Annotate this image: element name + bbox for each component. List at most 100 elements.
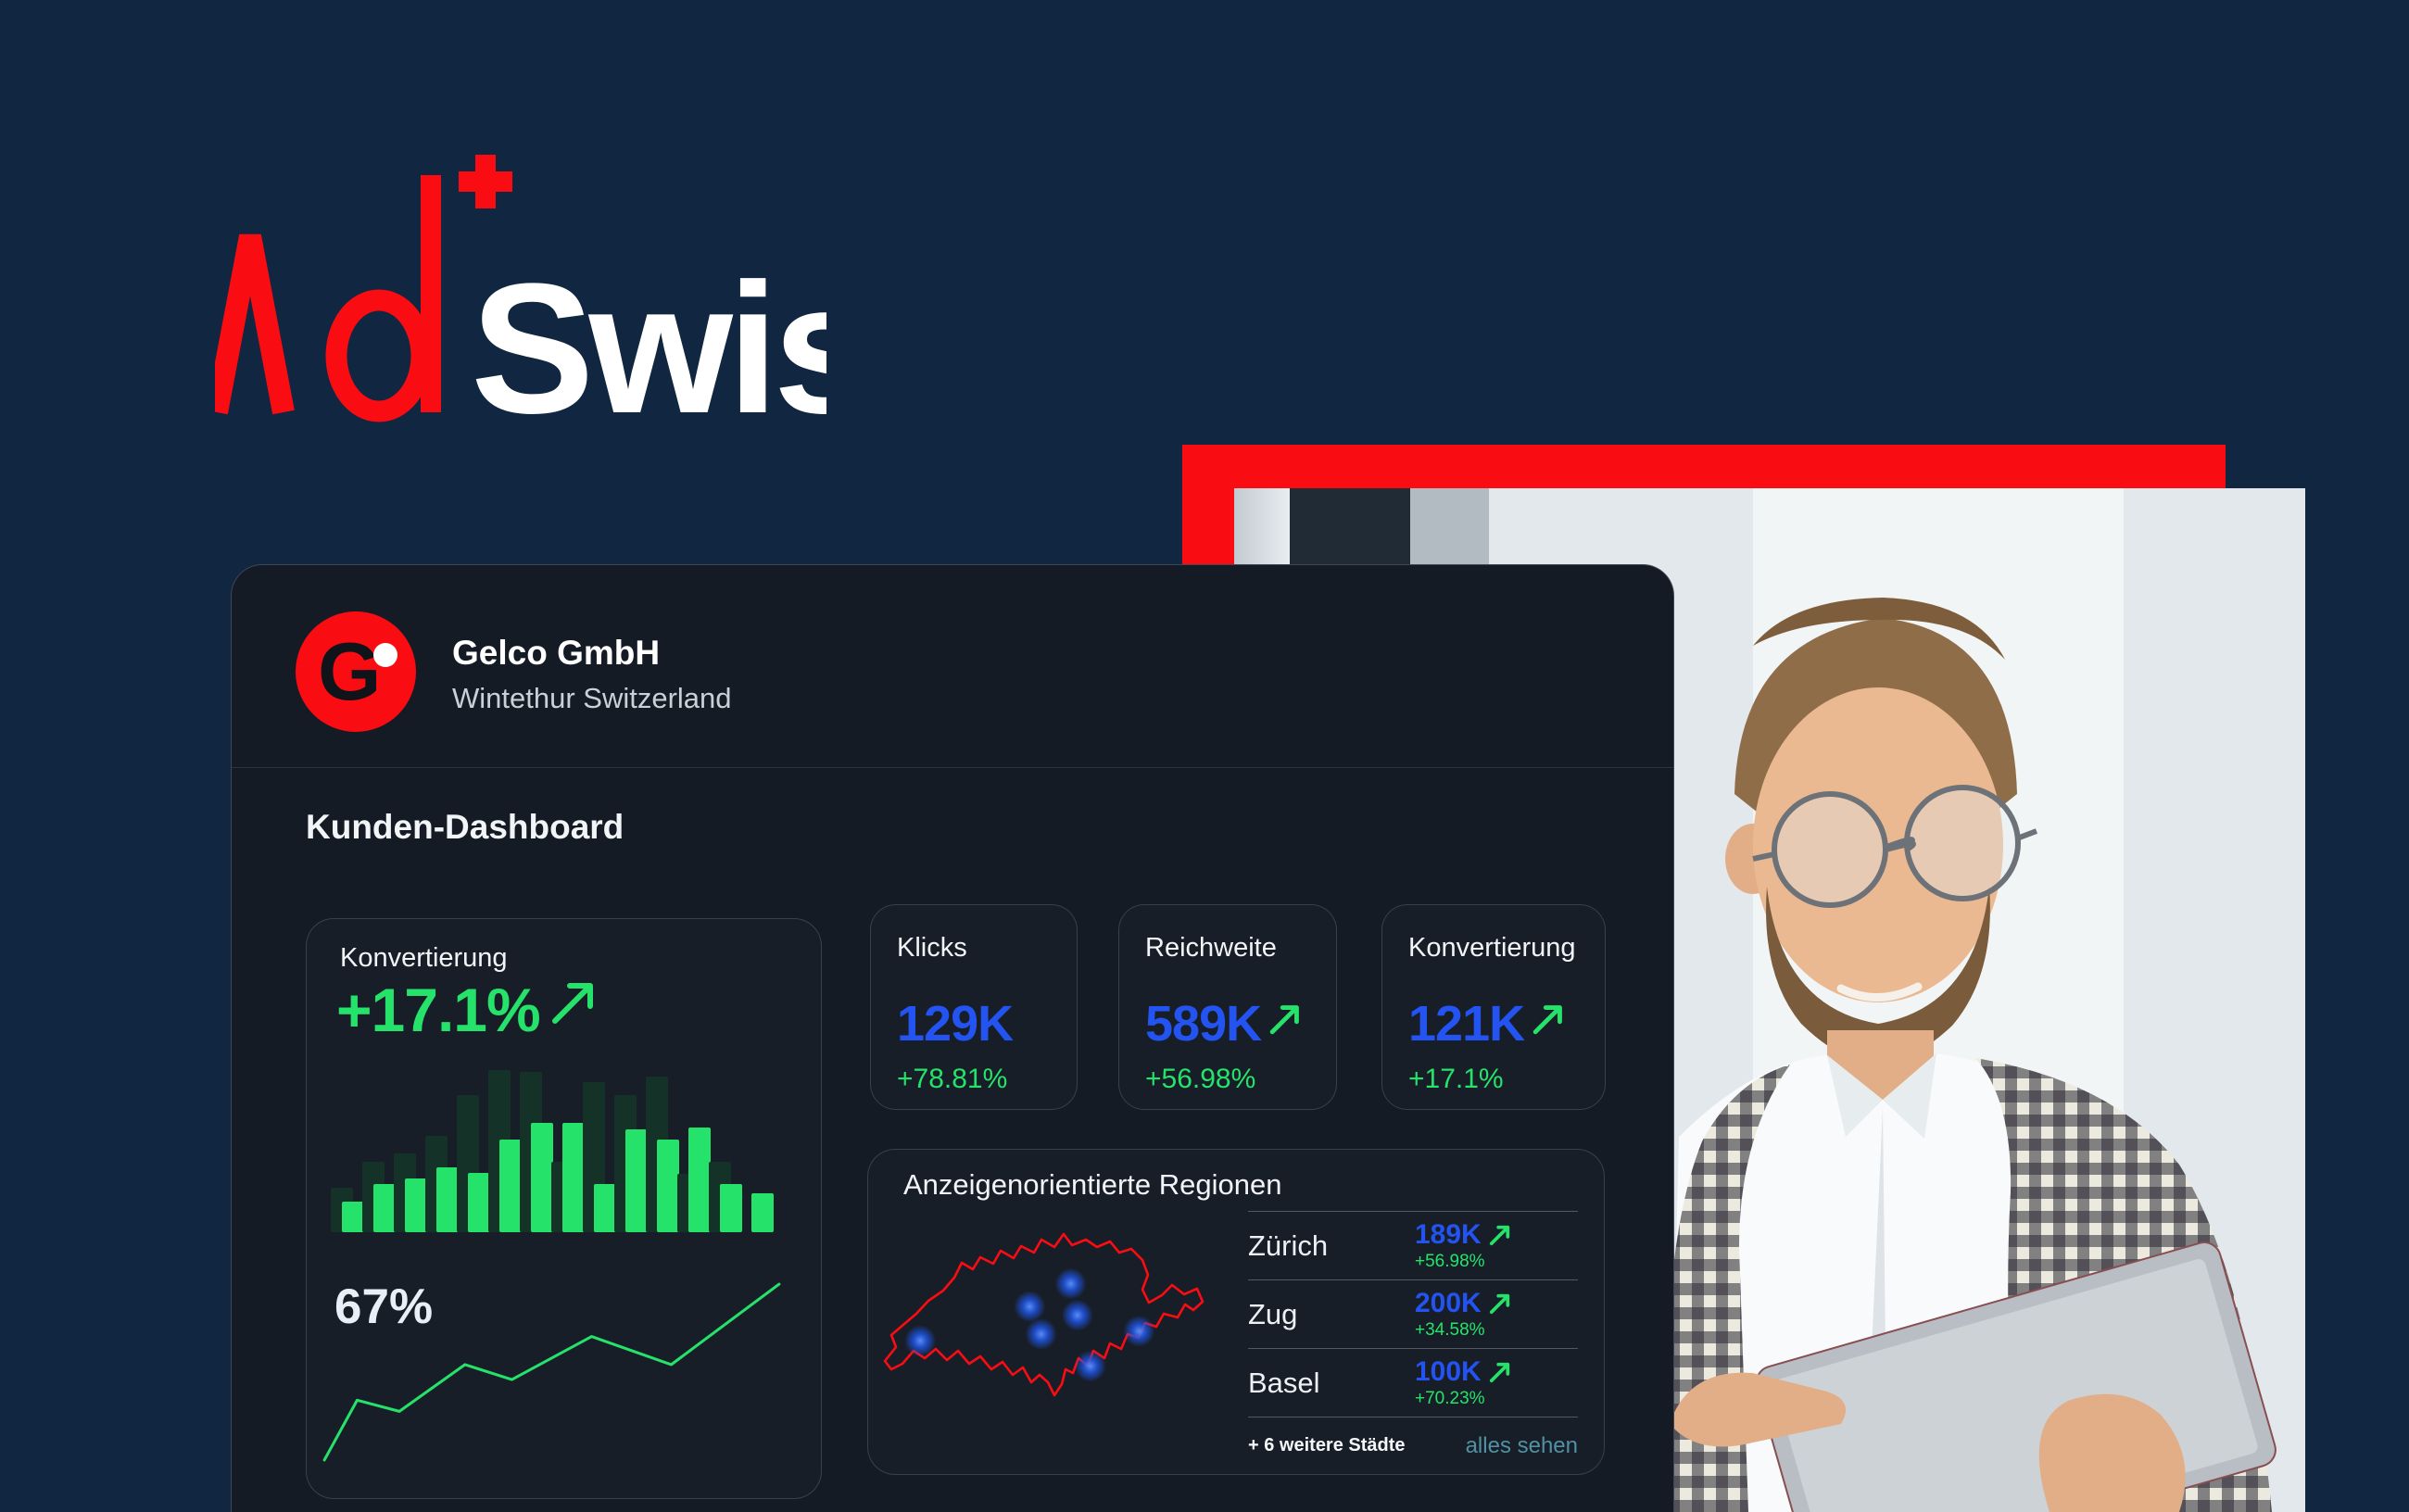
switzerland-map bbox=[883, 1232, 1204, 1397]
right-hand bbox=[1670, 1372, 1846, 1447]
map-dot bbox=[1074, 1350, 1106, 1382]
stat-value: 129K bbox=[897, 996, 1014, 1052]
dashboard-title: Kunden-Dashboard bbox=[306, 808, 624, 846]
conversion-value: +17.1% bbox=[336, 976, 541, 1044]
glasses-bridge-bar bbox=[1884, 840, 1916, 853]
conversion-card: Konvertierung +17.1% 67% bbox=[306, 918, 822, 1499]
regions-card: Anzeigenorientierte Regionen Zürich bbox=[867, 1149, 1605, 1475]
client-header: G Gelco GmbH Wintethur Switzerland bbox=[232, 565, 1673, 768]
logo-letter-a bbox=[206, 233, 295, 415]
tablet-group bbox=[1755, 1241, 2277, 1512]
logo-letter-d-stem bbox=[421, 175, 441, 412]
stat-label: Klicks bbox=[897, 933, 967, 963]
tablet-screen bbox=[1773, 1259, 2258, 1512]
bar-slot bbox=[331, 1036, 364, 1232]
smile bbox=[1836, 982, 1923, 1002]
bar-slot bbox=[457, 1036, 490, 1232]
stat-delta: +56.98% bbox=[1145, 1064, 1256, 1094]
conversion-label: Konvertierung bbox=[340, 943, 508, 973]
trend-up-icon bbox=[1489, 1224, 1511, 1246]
header-divider bbox=[232, 767, 1673, 768]
table-row: Basel 100K +70.23% bbox=[1248, 1348, 1578, 1417]
region-delta: +56.98% bbox=[1415, 1252, 1485, 1271]
map-dots bbox=[904, 1267, 1155, 1382]
bar-slot bbox=[488, 1036, 522, 1232]
man-figure bbox=[1666, 598, 2277, 1512]
bar-slot bbox=[362, 1036, 396, 1232]
logo-suffix-text: Swiss bbox=[471, 246, 826, 431]
trend-up-icon bbox=[1268, 1002, 1302, 1036]
region-value: 100K bbox=[1415, 1356, 1482, 1387]
regions-footer: + 6 weitere Städte alles sehen bbox=[1248, 1417, 1578, 1474]
logo-letter-d-bowl bbox=[325, 289, 433, 422]
region-delta: +70.23% bbox=[1415, 1389, 1485, 1408]
hair-top bbox=[1753, 598, 2005, 660]
stat-label: Reichweite bbox=[1145, 933, 1277, 963]
map-dot bbox=[1025, 1318, 1057, 1350]
regions-table: Zürich 189K +56.98% Zug bbox=[1248, 1211, 1578, 1474]
beard bbox=[1766, 887, 1990, 1065]
more-cities-note: + 6 weitere Städte bbox=[1248, 1435, 1406, 1455]
brand-logo: Swiss bbox=[206, 153, 974, 452]
region-value: 200K bbox=[1415, 1288, 1482, 1318]
avatar-initial: G bbox=[318, 625, 382, 717]
regions-title: Anzeigenorientierte Regionen bbox=[903, 1168, 1282, 1201]
trend-up-icon bbox=[1489, 1292, 1511, 1315]
map-dot bbox=[1123, 1315, 1155, 1347]
bar-slot bbox=[583, 1036, 616, 1232]
line-chart-path bbox=[322, 1282, 781, 1462]
left-hand bbox=[2038, 1393, 2186, 1512]
adswiss-logo-graphic: Swiss bbox=[206, 155, 974, 452]
switzerland-outline bbox=[883, 1232, 1204, 1397]
stat-value: 121K bbox=[1408, 996, 1525, 1052]
glasses-left-lens bbox=[1772, 791, 1888, 908]
bar-chart bbox=[331, 1036, 787, 1232]
see-all-link[interactable]: alles sehen bbox=[1465, 1432, 1578, 1458]
logo-plus-icon-bar bbox=[459, 171, 512, 192]
bar-slot bbox=[751, 1036, 774, 1232]
stat-label: Konvertierung bbox=[1408, 933, 1576, 963]
bar-slot bbox=[614, 1036, 648, 1232]
table-row: Zug 200K +34.58% bbox=[1248, 1279, 1578, 1348]
dashboard-card: G Gelco GmbH Wintethur Switzerland Kunde… bbox=[231, 564, 1674, 1512]
avatar-dot-icon bbox=[373, 643, 397, 667]
conversion-secondary-value: 67% bbox=[334, 1279, 434, 1334]
bar-slot bbox=[394, 1036, 427, 1232]
trend-up-icon bbox=[1489, 1361, 1511, 1383]
map-dot bbox=[1061, 1299, 1093, 1331]
bar-slot bbox=[520, 1036, 553, 1232]
stat-card-klicks: Klicks 129K +78.81% bbox=[870, 904, 1078, 1110]
stat-card-reichweite: Reichweite 589K +56.98% bbox=[1118, 904, 1337, 1110]
region-delta: +34.58% bbox=[1415, 1320, 1485, 1340]
glasses-right-lens bbox=[1904, 785, 2021, 901]
trend-up-icon bbox=[549, 978, 598, 1027]
bar-slot bbox=[646, 1036, 679, 1232]
region-city: Zug bbox=[1248, 1297, 1298, 1330]
hair bbox=[1734, 618, 2017, 813]
shirt-collar-right bbox=[1883, 1053, 1936, 1139]
map-dot bbox=[1054, 1267, 1087, 1300]
line-chart bbox=[322, 1282, 781, 1462]
map-dot bbox=[1014, 1291, 1046, 1323]
bar-slot bbox=[425, 1036, 459, 1232]
stat-delta: +17.1% bbox=[1408, 1064, 1504, 1094]
bar-slot bbox=[677, 1036, 711, 1232]
region-value: 189K bbox=[1415, 1219, 1482, 1250]
bar-slot bbox=[551, 1036, 585, 1232]
region-city: Zürich bbox=[1248, 1228, 1329, 1262]
client-avatar: G bbox=[296, 611, 416, 732]
face bbox=[1753, 687, 2003, 1002]
trend-up-icon bbox=[1532, 1002, 1565, 1036]
client-name: Gelco GmbH bbox=[452, 634, 661, 672]
conversion-value-row: +17.1% bbox=[336, 976, 598, 1043]
stat-delta: +78.81% bbox=[897, 1064, 1008, 1094]
table-row: Zürich 189K +56.98% bbox=[1248, 1211, 1578, 1279]
client-location: Wintethur Switzerland bbox=[452, 682, 732, 714]
map-dot bbox=[904, 1325, 937, 1357]
stat-card-konvertierung: Konvertierung 121K +17.1% bbox=[1381, 904, 1606, 1110]
region-city: Basel bbox=[1248, 1366, 1320, 1399]
shirt-collar-left bbox=[1827, 1055, 1883, 1137]
stat-value: 589K bbox=[1145, 996, 1262, 1052]
bar-slot bbox=[709, 1036, 742, 1232]
